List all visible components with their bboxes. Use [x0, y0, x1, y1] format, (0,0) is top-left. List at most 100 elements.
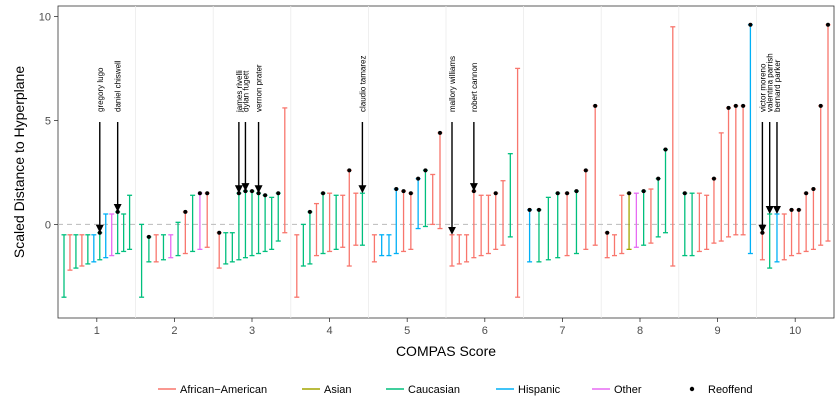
error-bar	[767, 213, 773, 269]
y-tick-label: 5	[45, 115, 51, 127]
error-bar	[153, 234, 159, 263]
annotation-label: james rivelli	[235, 70, 244, 113]
reoffend-point	[527, 207, 532, 212]
annotation: vernon prater	[254, 64, 264, 194]
error-bar	[718, 132, 724, 242]
reoffend-point	[733, 103, 738, 108]
reoffend-point	[423, 168, 428, 173]
legend-label: Asian	[324, 384, 352, 396]
y-tick-label: 0	[45, 219, 51, 231]
error-bar	[175, 221, 181, 257]
error-bar	[670, 26, 676, 267]
annotation-label: claudio tamarez	[358, 56, 367, 112]
x-tick-label: 1	[94, 325, 100, 337]
error-bar	[139, 223, 145, 298]
reoffend-point	[796, 207, 801, 212]
error-bar	[190, 194, 196, 253]
error-bar	[611, 234, 617, 257]
reoffend-point	[826, 22, 830, 27]
y-tick-label: 10	[39, 11, 51, 23]
x-tick-label: 7	[559, 325, 565, 337]
annotation: james rivelli	[234, 70, 244, 194]
annotation-label: dylan fugett	[241, 70, 250, 112]
reoffend-point	[574, 189, 579, 194]
legend-item: Asian	[302, 384, 352, 396]
legend-label: Other	[614, 384, 642, 396]
reoffend-point	[748, 22, 753, 27]
annotation: bernard parker	[772, 59, 782, 214]
error-bar	[121, 213, 127, 253]
error-bar	[300, 223, 306, 267]
annotation: claudio tamarez	[358, 56, 367, 194]
error-bar	[79, 234, 85, 267]
reoffend-point	[627, 191, 632, 196]
x-tick-label: 2	[171, 325, 177, 337]
reoffend-point	[656, 176, 661, 181]
legend-item-reoffend: Reoffend	[689, 384, 752, 396]
reoffend-point	[663, 147, 668, 152]
reoffend-point	[263, 193, 268, 198]
reoffend-point	[197, 191, 202, 196]
error-bar	[269, 196, 275, 251]
error-bar	[160, 234, 166, 261]
reoffend-point	[605, 230, 610, 235]
reoffend-point	[321, 191, 326, 196]
reoffend-point	[115, 209, 120, 214]
legend-item: Other	[592, 384, 642, 396]
error-bar	[353, 192, 359, 246]
error-bar	[507, 153, 513, 238]
reoffend-point	[394, 187, 399, 192]
error-bar	[61, 234, 67, 298]
x-tick-label: 8	[637, 325, 643, 337]
reoffend-point	[760, 230, 765, 235]
x-tick-label: 9	[715, 325, 721, 337]
error-bar	[456, 234, 462, 265]
error-bar	[478, 194, 484, 257]
annotation-label: valentina parrish	[766, 53, 775, 112]
reoffend-point	[593, 103, 598, 108]
annotation-label: daniel chiswell	[114, 60, 123, 112]
legend-label: Caucasian	[408, 384, 460, 396]
legend-label: Hispanic	[518, 384, 561, 396]
error-bar	[371, 234, 377, 263]
reoffend-point	[416, 176, 421, 181]
reoffend-point	[536, 207, 541, 212]
error-bar	[386, 234, 392, 257]
annotation-label: robert cannon	[470, 63, 479, 112]
error-bar	[464, 234, 470, 263]
legend-label: Reoffend	[708, 384, 752, 396]
reoffend-point	[243, 189, 248, 194]
annotation: mallory williams	[448, 56, 457, 235]
error-bar	[294, 234, 300, 298]
reoffend-point	[183, 209, 188, 214]
error-bar	[333, 194, 339, 251]
reoffend-point	[711, 176, 716, 181]
legend-item: Hispanic	[496, 384, 561, 396]
error-bar	[127, 194, 133, 251]
error-bar	[689, 192, 695, 257]
error-bar	[619, 194, 625, 255]
annotation-label: victor moreno	[758, 63, 767, 112]
x-tick-label: 4	[327, 325, 333, 337]
legend-label: African−American	[180, 384, 267, 396]
error-bar	[359, 192, 365, 246]
reoffend-point	[307, 209, 312, 214]
error-bar	[633, 192, 639, 248]
annotation-label: gregory lugo	[96, 67, 105, 112]
reoffend-point	[565, 191, 570, 196]
reoffend-point	[471, 189, 476, 194]
error-bar	[774, 213, 780, 263]
error-bar	[67, 234, 73, 271]
x-tick-label: 3	[249, 325, 255, 337]
x-tick-label: 10	[789, 325, 801, 337]
reoffend-point	[811, 187, 816, 192]
annotation: valentina parrish	[765, 53, 775, 214]
error-bar	[168, 234, 174, 259]
error-bar	[430, 173, 436, 226]
reoffend-point	[146, 234, 151, 239]
error-bar	[73, 234, 79, 269]
reoffend-point	[401, 189, 406, 194]
error-bar	[485, 194, 491, 255]
reoffend-point	[641, 189, 646, 194]
